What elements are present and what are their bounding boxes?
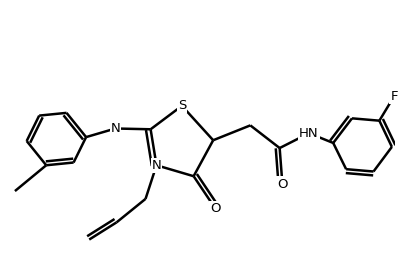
Text: O: O xyxy=(277,178,288,190)
Text: N: N xyxy=(111,122,120,135)
Text: F: F xyxy=(391,89,398,103)
Text: HN: HN xyxy=(299,127,319,140)
Text: S: S xyxy=(178,99,186,112)
Text: N: N xyxy=(152,159,161,172)
Text: O: O xyxy=(210,202,220,215)
